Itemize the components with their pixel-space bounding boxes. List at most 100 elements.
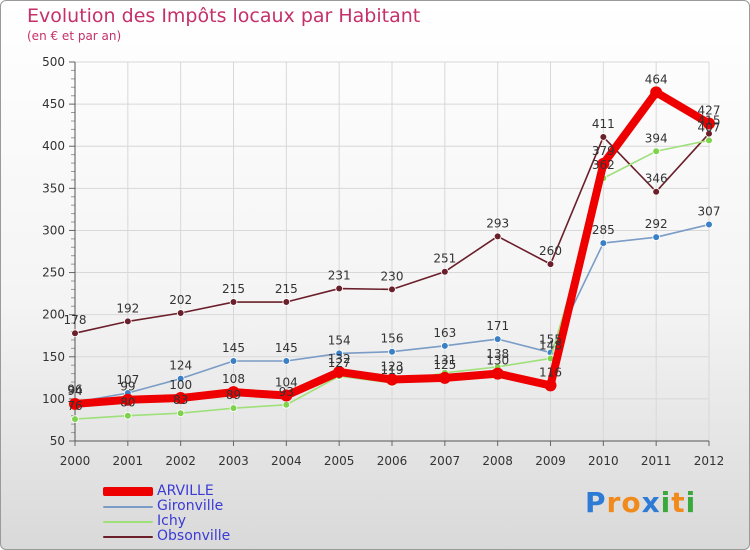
data-label-ichy-2008: 138 (486, 347, 509, 361)
data-label-gironville-2004: 145 (275, 341, 298, 355)
data-label-gironville-2012: 307 (698, 205, 721, 219)
x-tick-label: 2010 (588, 454, 619, 468)
point-arville-2012 (703, 117, 715, 130)
point-gironville-2002 (176, 374, 185, 383)
point-gironville-2012 (705, 220, 713, 229)
data-label-arville-2002: 100 (169, 378, 192, 392)
data-label-obsonville-2003: 215 (222, 282, 245, 296)
data-label-ichy-2005: 127 (328, 356, 351, 370)
point-gironville-2007 (441, 342, 449, 350)
legend-item-ichy: Ichy (103, 514, 230, 529)
y-tick-label: 400 (42, 139, 65, 153)
y-tick-label: 50 (50, 434, 65, 448)
data-label-obsonville-2011: 346 (645, 172, 668, 186)
data-label-ichy-2002: 83 (173, 393, 188, 407)
data-label-gironville-2007: 163 (433, 326, 456, 340)
data-label-gironville-2009: 155 (539, 333, 562, 347)
data-label-obsonville-2000: 178 (64, 313, 87, 327)
data-label-arville-2003: 108 (222, 372, 245, 386)
data-label-arville-2004: 104 (275, 376, 298, 390)
data-label-gironville-2010: 285 (592, 223, 615, 237)
y-tick-label: 250 (42, 266, 65, 280)
point-arville-2009 (544, 379, 557, 392)
data-label-ichy-2011: 394 (645, 131, 668, 145)
data-label-gironville-2002: 124 (169, 359, 192, 373)
data-label-arville-2012: 427 (698, 103, 721, 117)
data-label-obsonville-2009: 260 (539, 244, 562, 258)
logo-letter: r (606, 486, 622, 519)
data-label-arville-2001: 99 (120, 380, 135, 394)
data-label-obsonville-2010: 411 (592, 117, 615, 131)
legend-label-arville: ARVILLE (157, 483, 214, 499)
legend-label-gironville: Gironville (157, 498, 224, 514)
point-gironville-2006 (388, 347, 396, 356)
data-label-obsonville-2006: 230 (381, 269, 404, 283)
y-tick-label: 150 (42, 350, 65, 364)
data-label-ichy-2004: 93 (279, 385, 294, 399)
data-label-ichy-2001: 80 (120, 396, 135, 410)
y-tick-label: 300 (42, 223, 65, 237)
data-label-obsonville-2005: 231 (328, 269, 351, 283)
chart-title: Evolution des Impôts locaux par Habitant (27, 5, 421, 27)
logo-letter: x (641, 486, 661, 519)
chart-subtitle: (en € et par an) (27, 29, 122, 43)
logo-letter: i (685, 486, 697, 519)
data-label-ichy-2006: 119 (381, 363, 404, 377)
x-tick-label: 2005 (324, 454, 355, 468)
point-gironville-2003 (229, 357, 238, 365)
legend-item-arville: ARVILLE (103, 484, 230, 499)
legend-swatch-arville (103, 487, 153, 496)
point-arville-2010 (597, 157, 610, 170)
x-tick-label: 2011 (641, 454, 672, 468)
data-label-gironville-2006: 156 (381, 332, 404, 346)
data-label-ichy-2003: 89 (226, 388, 241, 402)
logo-letter: i (660, 486, 672, 519)
data-label-gironville-2000: 96 (67, 382, 82, 396)
point-obsonville-2007 (441, 267, 449, 276)
data-label-gironville-2003: 145 (222, 341, 245, 355)
point-gironville-2011 (652, 233, 660, 241)
point-obsonville-2000 (71, 329, 79, 337)
data-label-arville-2010: 379 (592, 144, 615, 158)
point-gironville-2004 (282, 357, 291, 365)
point-arville-2011 (650, 86, 663, 99)
x-tick-label: 2006 (377, 454, 408, 468)
y-tick-label: 500 (42, 55, 65, 69)
point-ichy-2012 (705, 136, 713, 145)
point-gironville-2008 (493, 335, 502, 343)
data-label-ichy-2000: 76 (67, 399, 82, 413)
point-obsonville-2002 (176, 309, 185, 317)
logo-letter: t (671, 486, 686, 519)
logo-letter: P (585, 486, 607, 519)
data-label-arville-2006: 123 (381, 360, 404, 374)
y-tick-label: 100 (42, 392, 65, 406)
data-label-gironville-2008: 171 (486, 319, 509, 333)
y-tick-label: 350 (42, 181, 65, 195)
y-tick-label: 200 (42, 308, 65, 322)
data-label-obsonville-2007: 251 (433, 252, 456, 266)
legend-swatch-gironville (103, 505, 153, 508)
legend-item-obsonville: Obsonville (103, 529, 230, 544)
data-label-obsonville-2004: 215 (275, 282, 298, 296)
data-label-ichy-2007: 131 (433, 353, 456, 367)
data-label-arville-2007: 125 (433, 358, 456, 372)
point-arville-2004 (280, 389, 293, 402)
point-obsonville-2010 (599, 133, 608, 141)
legend-label-ichy: Ichy (157, 513, 186, 529)
data-label-obsonville-2008: 293 (486, 216, 509, 230)
data-label-obsonville-2001: 192 (116, 301, 139, 315)
legend-swatch-ichy (103, 520, 153, 523)
data-label-ichy-2010: 362 (592, 158, 615, 172)
legend-swatch-obsonville (103, 535, 153, 538)
x-tick-label: 2003 (218, 454, 249, 468)
point-ichy-2003 (229, 404, 238, 412)
point-obsonville-2008 (493, 232, 502, 241)
point-obsonville-2006 (388, 285, 396, 294)
point-ichy-2011 (652, 147, 660, 156)
point-ichy-2001 (124, 411, 132, 420)
point-arville-2001 (121, 393, 134, 406)
data-label-arville-2008: 130 (486, 354, 509, 368)
data-label-ichy-2009: 148 (539, 338, 562, 352)
point-obsonville-2009 (546, 260, 555, 268)
